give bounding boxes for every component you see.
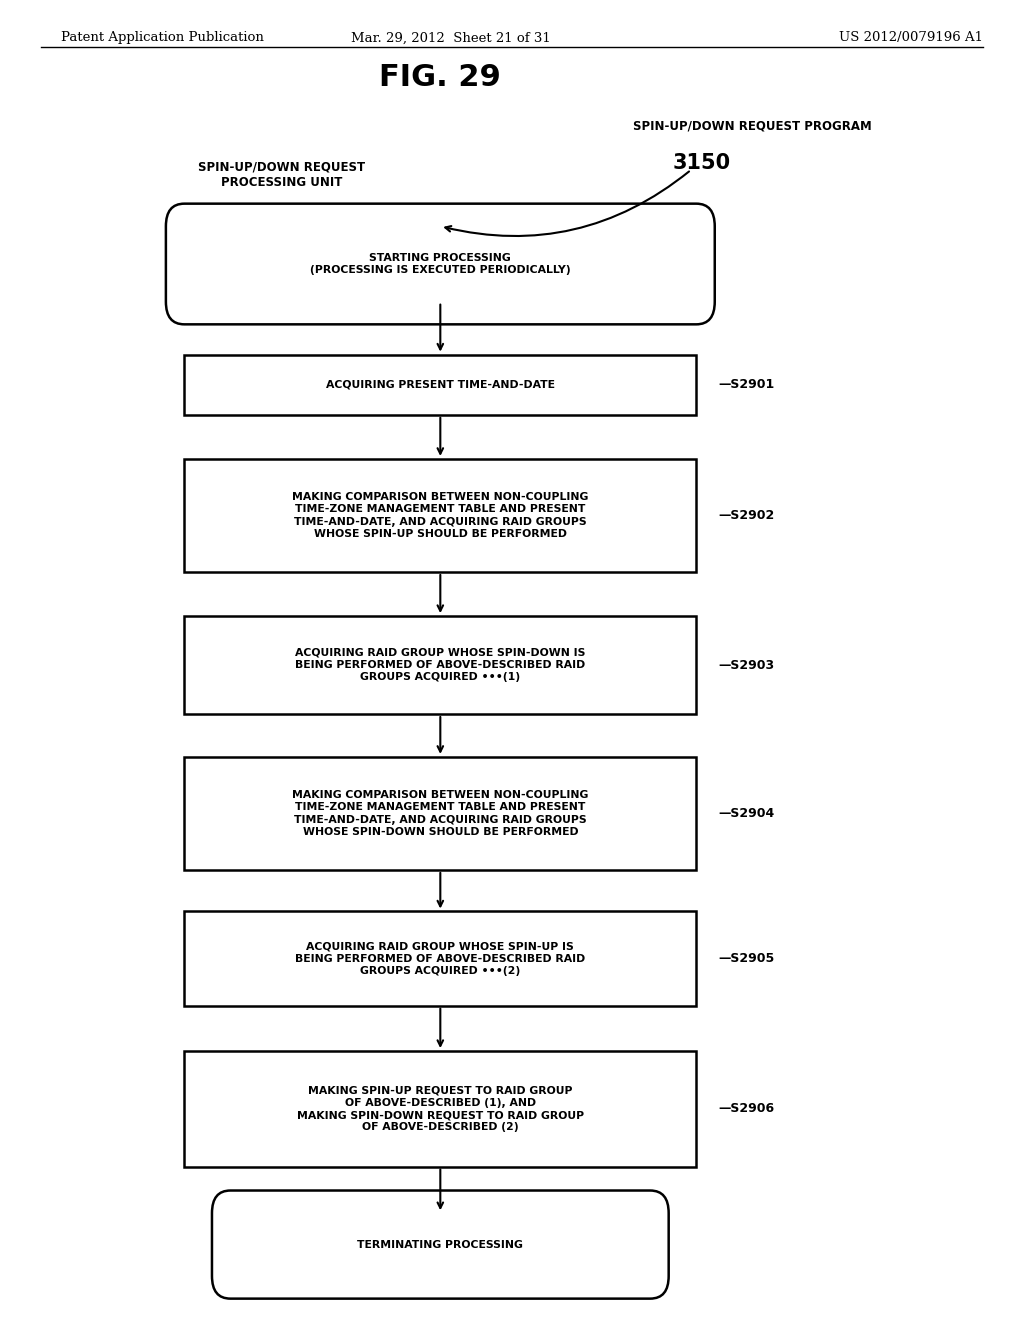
Text: —S2905: —S2905 <box>719 952 775 965</box>
Text: US 2012/0079196 A1: US 2012/0079196 A1 <box>839 32 983 45</box>
Text: FIG. 29: FIG. 29 <box>379 63 502 92</box>
Text: Patent Application Publication: Patent Application Publication <box>61 32 264 45</box>
Text: —S2906: —S2906 <box>719 1102 775 1115</box>
Text: MAKING COMPARISON BETWEEN NON-COUPLING
TIME-ZONE MANAGEMENT TABLE AND PRESENT
TI: MAKING COMPARISON BETWEEN NON-COUPLING T… <box>292 789 589 837</box>
Text: ACQUIRING RAID GROUP WHOSE SPIN-UP IS
BEING PERFORMED OF ABOVE-DESCRIBED RAID
GR: ACQUIRING RAID GROUP WHOSE SPIN-UP IS BE… <box>295 941 586 975</box>
FancyBboxPatch shape <box>212 1191 669 1299</box>
Text: SPIN-UP/DOWN REQUEST PROGRAM: SPIN-UP/DOWN REQUEST PROGRAM <box>633 119 872 132</box>
Text: ACQUIRING PRESENT TIME-AND-DATE: ACQUIRING PRESENT TIME-AND-DATE <box>326 380 555 389</box>
FancyBboxPatch shape <box>166 203 715 325</box>
Text: —S2904: —S2904 <box>719 807 775 820</box>
Bar <box>184 616 696 714</box>
Text: —S2902: —S2902 <box>719 510 775 521</box>
Bar <box>184 911 696 1006</box>
Text: STARTING PROCESSING
(PROCESSING IS EXECUTED PERIODICALLY): STARTING PROCESSING (PROCESSING IS EXECU… <box>310 253 570 275</box>
Text: —S2901: —S2901 <box>719 379 775 391</box>
Text: SPIN-UP/DOWN REQUEST
PROCESSING UNIT: SPIN-UP/DOWN REQUEST PROCESSING UNIT <box>198 161 366 189</box>
Text: 3150: 3150 <box>673 153 730 173</box>
Text: TERMINATING PROCESSING: TERMINATING PROCESSING <box>357 1239 523 1250</box>
Bar <box>184 756 696 870</box>
Text: —S2903: —S2903 <box>719 659 775 672</box>
Text: MAKING COMPARISON BETWEEN NON-COUPLING
TIME-ZONE MANAGEMENT TABLE AND PRESENT
TI: MAKING COMPARISON BETWEEN NON-COUPLING T… <box>292 492 589 539</box>
Text: ACQUIRING RAID GROUP WHOSE SPIN-DOWN IS
BEING PERFORMED OF ABOVE-DESCRIBED RAID
: ACQUIRING RAID GROUP WHOSE SPIN-DOWN IS … <box>295 648 586 682</box>
Bar <box>184 355 696 414</box>
Bar <box>184 459 696 572</box>
Text: Mar. 29, 2012  Sheet 21 of 31: Mar. 29, 2012 Sheet 21 of 31 <box>350 32 551 45</box>
Bar <box>184 1051 696 1167</box>
Text: MAKING SPIN-UP REQUEST TO RAID GROUP
OF ABOVE-DESCRIBED (1), AND
MAKING SPIN-DOW: MAKING SPIN-UP REQUEST TO RAID GROUP OF … <box>297 1085 584 1133</box>
